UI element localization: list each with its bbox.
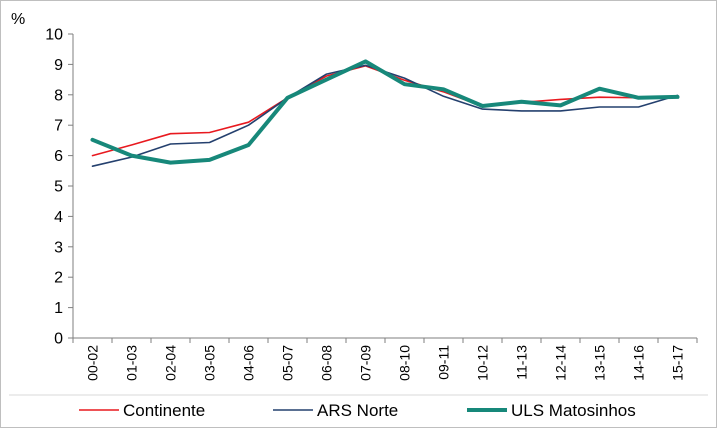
- x-tick-label: 10-12: [475, 345, 491, 381]
- series-line-ars-norte: [91, 64, 679, 167]
- series-line-uls-matosinhos: [90, 59, 680, 165]
- series-line-continente: [91, 65, 679, 157]
- y-tick-label: 3: [54, 239, 63, 256]
- y-tick-label: 7: [54, 118, 63, 135]
- legend-label-uls-matosinhos: ULS Matosinhos: [511, 401, 636, 420]
- x-tick-label: 13-15: [592, 345, 608, 381]
- x-tick-label: 00-02: [85, 345, 101, 381]
- legend-label-continente: Continente: [123, 401, 205, 420]
- y-tick-label: 6: [54, 148, 63, 165]
- x-tick-label: 06-08: [319, 345, 335, 381]
- y-tick-label: 2: [54, 270, 63, 287]
- series-layer: [90, 59, 680, 167]
- y-tick-label: 8: [54, 87, 63, 104]
- y-axis-unit-label: %: [11, 11, 25, 28]
- x-tick-label: 03-05: [202, 345, 218, 381]
- x-tick-label: 05-07: [280, 345, 296, 381]
- y-tick-label: 5: [54, 179, 63, 196]
- legend-label-ars-norte: ARS Norte: [317, 401, 398, 420]
- y-tick-label: 1: [54, 300, 63, 317]
- x-tick-label: 14-16: [631, 345, 647, 381]
- x-tick-label: 01-03: [124, 345, 140, 381]
- x-tick-label: 12-14: [553, 345, 569, 381]
- y-tick-label: 9: [54, 57, 63, 74]
- legend: Continente ARS Norte ULS Matosinhos: [79, 401, 636, 420]
- x-tick-label: 04-06: [241, 345, 257, 381]
- y-tick-label: 4: [54, 209, 63, 226]
- y-tick-label: 10: [45, 27, 63, 44]
- axes: 0 1 2 3 4 5 6 7 8 9 10 00-02 01-03 02-04 03-05 04-06 05-…: [45, 27, 698, 381]
- x-tick-label: 09-11: [436, 345, 452, 380]
- x-tick-label: 08-10: [397, 345, 413, 381]
- x-tick-label: 07-09: [358, 345, 374, 381]
- x-tick-label: 02-04: [163, 345, 179, 381]
- x-tick-label: 15-17: [670, 345, 686, 381]
- x-tick-label: 11-13: [514, 345, 530, 380]
- y-tick-label: 0: [54, 331, 63, 348]
